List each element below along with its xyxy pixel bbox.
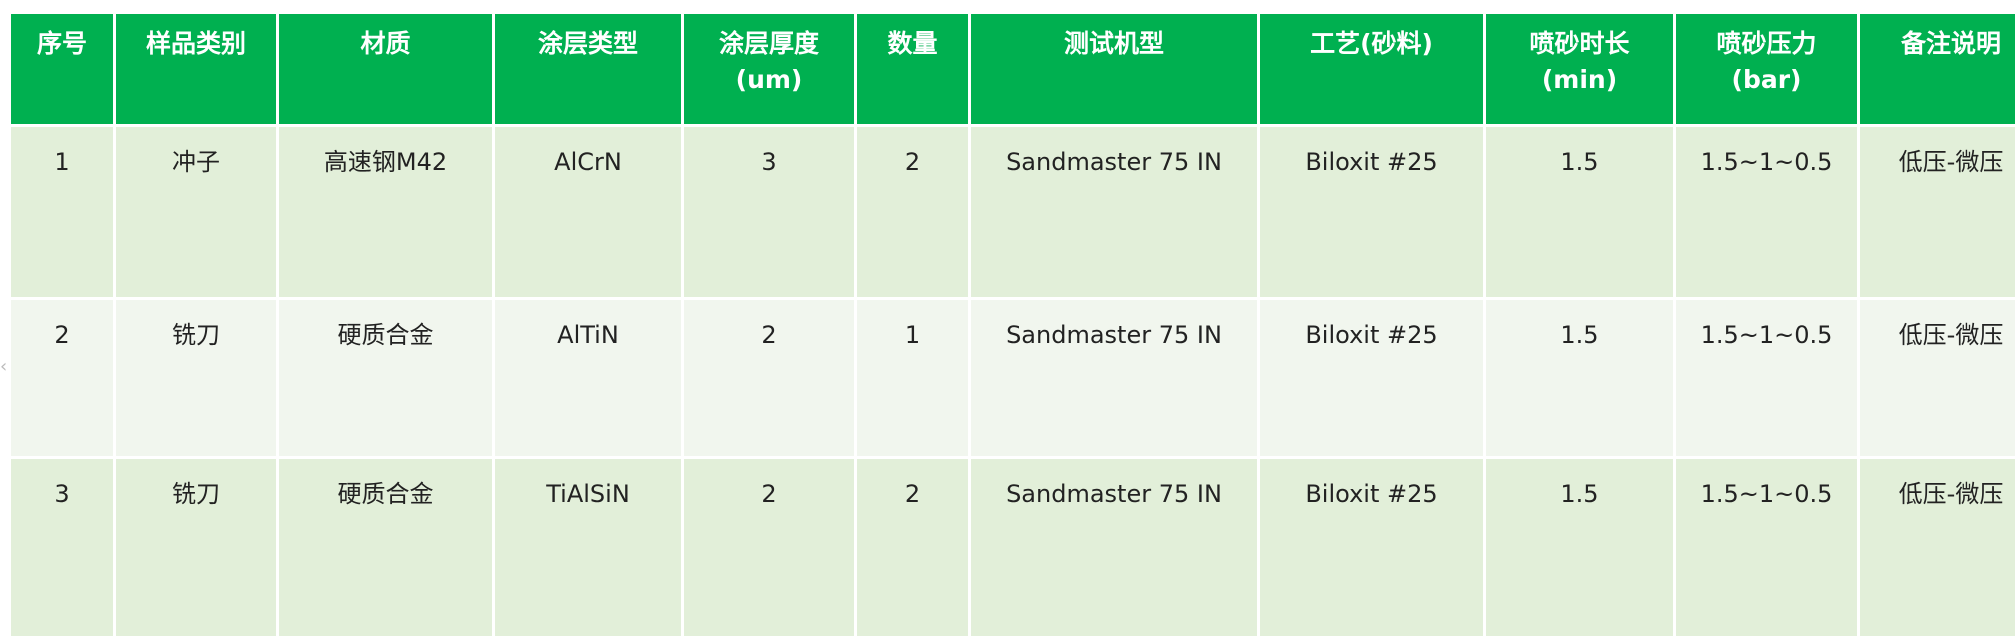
cell-quantity: 2 [857, 459, 968, 636]
cell-material: 硬质合金 [279, 300, 492, 456]
cell-blast-duration: 1.5 [1486, 127, 1673, 297]
header-label: 数量 [887, 29, 938, 58]
header-label: (um) [735, 65, 803, 94]
cell-material: 高速钢M42 [279, 127, 492, 297]
header-remarks: 备注说明 [1860, 14, 2015, 124]
cell-coating-type: AlCrN [495, 127, 681, 297]
header-sample-type: 样品类别 [116, 14, 276, 124]
cell-test-machine: Sandmaster 75 IN [971, 127, 1257, 297]
cell-quantity: 2 [857, 127, 968, 297]
cell-blast-duration: 1.5 [1486, 300, 1673, 456]
cell-test-machine: Sandmaster 75 IN [971, 300, 1257, 456]
header-label: 涂层厚度 [718, 29, 819, 58]
header-label: 测试机型 [1063, 29, 1164, 58]
cell-index: 3 [11, 459, 113, 636]
cell-coating-thickness: 2 [684, 459, 854, 636]
cell-process-grit: Biloxit #25 [1260, 459, 1483, 636]
cell-sample-type: 铣刀 [116, 300, 276, 456]
cell-index: 2 [11, 300, 113, 456]
cell-coating-thickness: 3 [684, 127, 854, 297]
header-label: (bar) [1731, 65, 1802, 94]
header-blast-duration: 喷砂时长 (min) [1486, 14, 1673, 124]
cell-blast-pressure: 1.5~1~0.5 [1676, 127, 1857, 297]
cell-coating-thickness: 2 [684, 300, 854, 456]
data-table: 序号 样品类别 材质 涂层类型 涂层厚度 (um) 数量 测试机型 工艺(砂料) 喷砂时长 (min… [11, 14, 2015, 636]
cell-remarks: 低压-微压 [1860, 127, 2015, 297]
header-label: 工艺(砂料) [1310, 29, 1433, 58]
header-label: 喷砂时长 [1529, 29, 1630, 58]
cell-sample-type: 铣刀 [116, 459, 276, 636]
cell-test-machine: Sandmaster 75 IN [971, 459, 1257, 636]
cell-coating-type: AlTiN [495, 300, 681, 456]
header-process-grit: 工艺(砂料) [1260, 14, 1483, 124]
header-quantity: 数量 [857, 14, 968, 124]
cell-quantity: 1 [857, 300, 968, 456]
header-label: 序号 [36, 29, 87, 58]
cell-process-grit: Biloxit #25 [1260, 300, 1483, 456]
header-label: 喷砂压力 [1716, 29, 1817, 58]
edge-artifact: ‹ [0, 356, 8, 377]
header-label: (min) [1541, 65, 1618, 94]
header-test-machine: 测试机型 [971, 14, 1257, 124]
cell-process-grit: Biloxit #25 [1260, 127, 1483, 297]
cell-coating-type: TiAlSiN [495, 459, 681, 636]
cell-index: 1 [11, 127, 113, 297]
cell-material: 硬质合金 [279, 459, 492, 636]
header-label: 样品类别 [145, 29, 246, 58]
header-label: 涂层类型 [537, 29, 638, 58]
header-material: 材质 [279, 14, 492, 124]
cell-blast-pressure: 1.5~1~0.5 [1676, 459, 1857, 636]
header-coating-type: 涂层类型 [495, 14, 681, 124]
cell-blast-duration: 1.5 [1486, 459, 1673, 636]
header-coating-thickness: 涂层厚度 (um) [684, 14, 854, 124]
cell-blast-pressure: 1.5~1~0.5 [1676, 300, 1857, 456]
header-label: 材质 [360, 29, 411, 58]
cell-sample-type: 冲子 [116, 127, 276, 297]
cell-remarks: 低压-微压 [1860, 459, 2015, 636]
cell-remarks: 低压-微压 [1860, 300, 2015, 456]
header-blast-pressure: 喷砂压力 (bar) [1676, 14, 1857, 124]
header-label: 备注说明 [1900, 29, 2001, 58]
header-index: 序号 [11, 14, 113, 124]
